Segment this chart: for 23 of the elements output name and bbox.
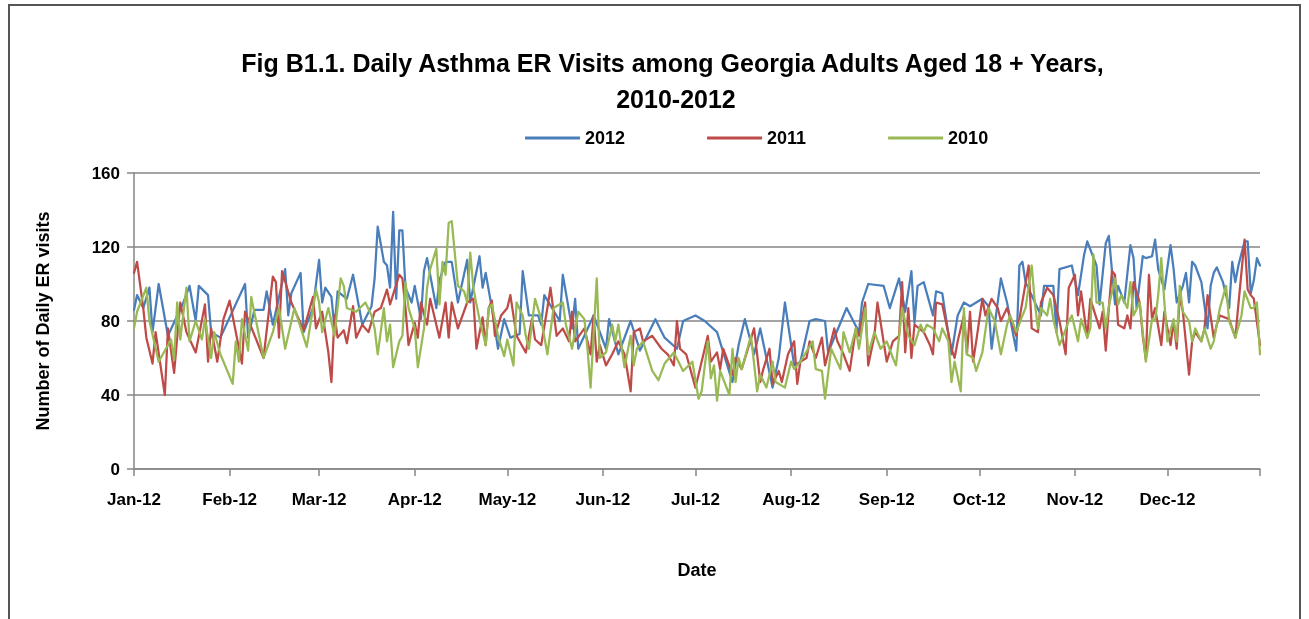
x-tick-label: Sep-12 xyxy=(858,490,915,509)
x-tick-label: Jan-12 xyxy=(107,490,161,509)
y-axis-title: Number of Daily ER visits xyxy=(33,211,53,431)
x-tick-label: Feb-12 xyxy=(202,490,258,509)
legend-label: 2012 xyxy=(585,128,626,148)
y-tick-label: 80 xyxy=(101,311,120,331)
x-tick-label: Aug-12 xyxy=(762,490,820,509)
chart-title: Fig B1.1. Daily Asthma ER Visits among Georgia Adults Aged 18 + Years, 2010-2012 xyxy=(241,49,1111,113)
y-tick-label: 120 xyxy=(91,237,120,257)
x-tick-label: Oct-12 xyxy=(952,490,1006,509)
x-tick-label: Jul-12 xyxy=(670,490,721,509)
x-tick-label: Dec-12 xyxy=(1139,490,1196,509)
x-axis-title: Date xyxy=(677,560,717,580)
x-tick-label: Apr-12 xyxy=(387,490,442,509)
x-tick-label: Jun-12 xyxy=(575,490,631,509)
y-tick-label: 160 xyxy=(91,163,120,183)
x-tick-label: May-12 xyxy=(478,490,537,509)
y-tick-label: 0 xyxy=(110,459,120,479)
legend-label: 2011 xyxy=(767,128,807,148)
x-tick-label: Mar-12 xyxy=(291,490,347,509)
legend-label: 2010 xyxy=(948,128,989,148)
y-tick-label: 40 xyxy=(101,385,120,405)
x-tick-label: Nov-12 xyxy=(1046,490,1104,509)
